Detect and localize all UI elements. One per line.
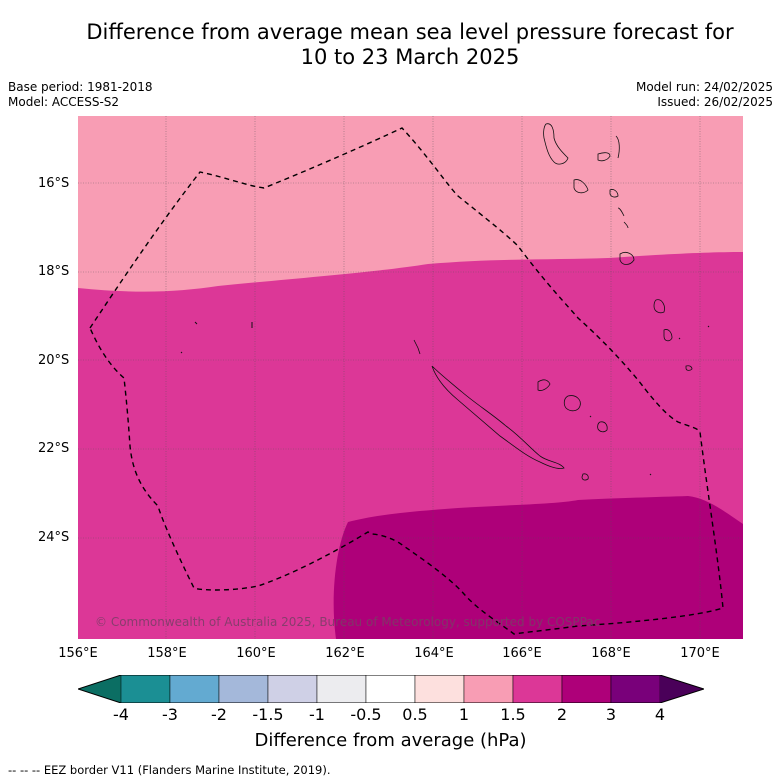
lat-label-24s: 24°S (38, 530, 70, 545)
colorbar-tick: -3 (162, 705, 178, 724)
espiritu-santo-coast (543, 123, 569, 165)
band-2-to-3 (333, 496, 743, 639)
colorbar-box (512, 674, 563, 704)
colorbar-box (120, 674, 171, 704)
colorbar-tick: 1.5 (500, 705, 526, 724)
small-islets (180, 321, 710, 476)
colorbar (76, 674, 706, 704)
lon-label-170e: 170°E (680, 646, 720, 661)
meta-left: Base period: 1981-2018 Model: ACCESS-S2 (8, 80, 153, 110)
eez-border (89, 127, 724, 635)
colorbar-tick: -4 (113, 705, 129, 724)
lon-label-156e: 156°E (58, 646, 98, 661)
copyright-notice: © Commonwealth of Australia 2025, Bureau… (95, 615, 601, 629)
ouvea-coast (537, 379, 551, 391)
lat-label-18s: 18°S (38, 264, 70, 279)
colorbar-tick: -2 (211, 705, 227, 724)
lifou-coast (563, 395, 581, 412)
tanna-coast (663, 329, 673, 342)
lon-label-164e: 164°E (414, 646, 454, 661)
colorbar-over-arrow (660, 675, 704, 703)
colorbar-tick: 3 (605, 705, 617, 724)
ambrym-coast (609, 189, 619, 198)
forecast-map (78, 116, 743, 639)
belep-islands (413, 339, 421, 355)
colorbar-box (365, 674, 416, 704)
map-svg (78, 116, 743, 639)
colorbar-box (463, 674, 514, 704)
title-line-2: 10 to 23 March 2025 (300, 45, 520, 69)
aneityum-coast (685, 365, 693, 371)
colorbar-boxes (120, 674, 661, 704)
colorbar-box (316, 674, 367, 704)
lon-label-162e: 162°E (325, 646, 365, 661)
colorbar-tick: 4 (654, 705, 666, 724)
colorbar-tick: 0.5 (402, 705, 428, 724)
issued-date: Issued: 26/02/2025 (657, 95, 773, 109)
colorbar-label: Difference from average (hPa) (254, 730, 527, 751)
colorbar-box (414, 674, 465, 704)
erromango-coast (653, 299, 665, 314)
title-line-1: Difference from average mean sea level p… (86, 20, 734, 44)
colorbar-tick: -1 (309, 705, 325, 724)
meta-right: Model run: 24/02/2025 Issued: 26/02/2025 (636, 80, 773, 110)
efate-coast (619, 252, 635, 265)
lon-label-166e: 166°E (502, 646, 542, 661)
lat-label-22s: 22°S (38, 441, 70, 456)
mare-coast (597, 421, 608, 433)
shepherd-islands (617, 207, 629, 229)
malekula-coast (573, 179, 589, 194)
pentecost-coast (615, 135, 620, 159)
colorbar-box (218, 674, 269, 704)
colorbar-svg (76, 674, 706, 704)
eez-footnote: -- -- -- EEZ border V11 (Flanders Marine… (8, 763, 331, 777)
isle-of-pines-coast (581, 473, 589, 481)
colorbar-tick: -0.5 (350, 705, 382, 724)
lat-label-20s: 20°S (38, 353, 70, 368)
lon-label-160e: 160°E (236, 646, 276, 661)
gridlines (78, 116, 743, 639)
colorbar-box (610, 674, 661, 704)
new-caledonia-coast (431, 365, 565, 469)
lon-label-158e: 158°E (147, 646, 187, 661)
colorbar-tick: 2 (556, 705, 568, 724)
colorbar-under-arrow (78, 675, 121, 703)
model-name: Model: ACCESS-S2 (8, 95, 120, 109)
colorbar-box (561, 674, 612, 704)
maewo-coast (597, 152, 611, 162)
colorbar-box (169, 674, 220, 704)
base-period: Base period: 1981-2018 (8, 80, 153, 94)
model-run: Model run: 24/02/2025 (635, 80, 773, 94)
chart-title: Difference from average mean sea level p… (40, 20, 780, 70)
colorbar-tick: 1 (458, 705, 470, 724)
colorbar-tick: -1.5 (252, 705, 284, 724)
lon-label-168e: 168°E (591, 646, 631, 661)
colorbar-box (267, 674, 318, 704)
lat-label-16s: 16°S (38, 176, 70, 191)
